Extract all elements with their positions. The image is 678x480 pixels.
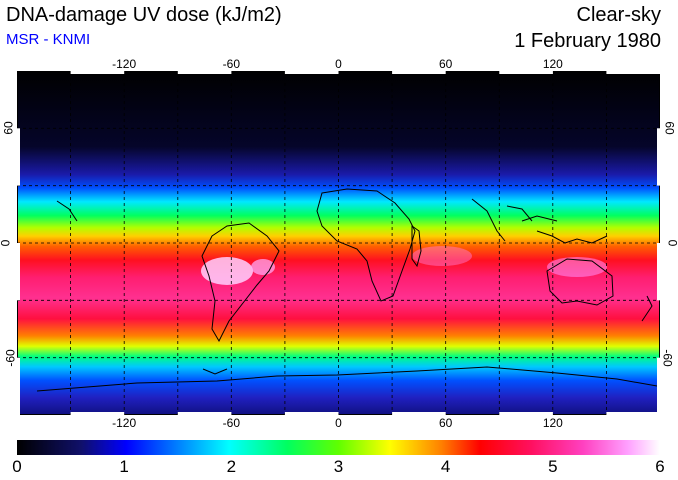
color-scale-tick-4: 4 [440, 457, 451, 476]
map-source: MSR - KNMI [6, 31, 91, 48]
uv-max-patch-south-america [201, 257, 253, 285]
color-scale-tick-5: 5 [548, 457, 558, 476]
lon-label-bottom-2: 0 [335, 416, 342, 430]
uv-high-patch-indian-ocean [412, 246, 472, 266]
lat-label-right-0: 60 [662, 121, 677, 136]
border-ticks [17, 71, 660, 415]
lat-label-right-2: -60 [660, 348, 675, 367]
lon-label-bottom-4: 120 [542, 416, 563, 430]
lon-label-top-3: 60 [438, 57, 453, 71]
lon-label-bottom-0: -120 [112, 416, 137, 430]
color-scale-tick-3: 3 [333, 457, 344, 476]
color-scale-tick-6: 6 [655, 457, 665, 476]
color-scale-gradient [17, 440, 660, 455]
lon-label-bottom-3: 60 [438, 416, 453, 430]
lat-label-left-1: 0 [0, 240, 12, 247]
graticule [17, 71, 660, 415]
coastlines [36, 188, 658, 392]
lon-label-top-2: 0 [335, 57, 342, 71]
uv-dose-map [17, 71, 660, 415]
sky-condition: Clear-sky [576, 4, 661, 26]
map-date: 1 February 1980 [514, 30, 661, 52]
color-scale-tick-0: 0 [12, 457, 22, 476]
map-title: DNA-damage UV dose (kJ/m2) [6, 4, 282, 26]
lat-label-left-2: -60 [3, 348, 18, 367]
color-scale-tick-1: 1 [119, 457, 129, 476]
lon-label-top-4: 120 [542, 57, 563, 71]
lat-label-right-1: 0 [666, 240, 678, 247]
color-scale-tick-2: 2 [226, 457, 237, 476]
lon-label-bottom-1: -60 [222, 416, 240, 430]
lat-label-left-0: 60 [1, 121, 16, 136]
lon-label-top-1: -60 [222, 57, 240, 71]
lon-label-top-0: -120 [112, 57, 137, 71]
color-scale-bar [17, 440, 660, 455]
